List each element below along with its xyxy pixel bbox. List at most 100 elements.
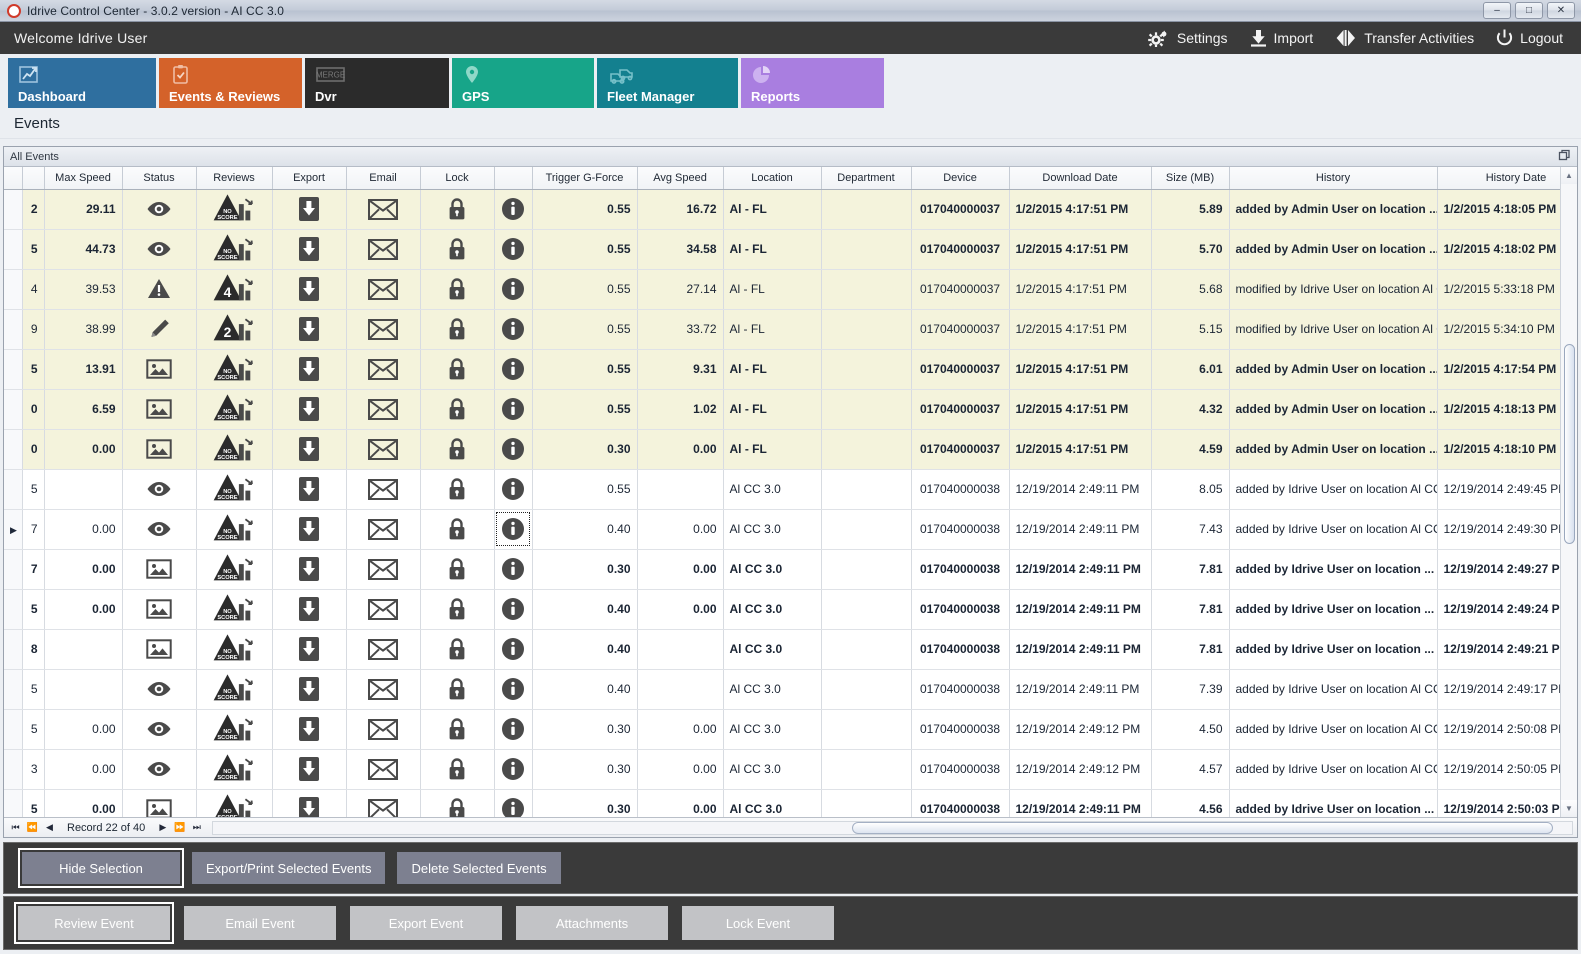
nav-tile-reports[interactable]: Reports: [741, 58, 884, 108]
cell-reviews[interactable]: NO SCORE: [196, 589, 273, 630]
cell-info[interactable]: [494, 509, 533, 550]
cell-reviews[interactable]: NO SCORE: [196, 669, 273, 710]
cell-status[interactable]: [122, 389, 197, 430]
vertical-scrollbar[interactable]: ▲ ▼: [1560, 167, 1577, 817]
cell-status[interactable]: [122, 229, 197, 270]
cell-reviews[interactable]: NO SCORE: [196, 389, 273, 430]
cell-info[interactable]: [494, 389, 533, 430]
cell-info[interactable]: [494, 749, 533, 790]
cell-lock[interactable]: [420, 269, 495, 310]
nav-tile-fleet-manager[interactable]: Fleet Manager: [597, 58, 738, 108]
table-row[interactable]: 0 0.00 NO SCORE 0.30 0: [4, 429, 1560, 470]
cell-status[interactable]: [122, 349, 197, 390]
cell-lock[interactable]: [420, 749, 495, 790]
column-header-avg_speed[interactable]: Avg Speed: [637, 167, 724, 190]
nav-prev-page-button[interactable]: ⏪: [26, 822, 39, 832]
cell-reviews[interactable]: NO SCORE: [196, 469, 273, 510]
cell-info[interactable]: [494, 349, 533, 390]
cell-email[interactable]: [346, 749, 421, 790]
cell-info[interactable]: [494, 549, 533, 590]
cell-lock[interactable]: [420, 189, 495, 230]
row-selector[interactable]: [4, 749, 23, 790]
cell-export[interactable]: [272, 589, 347, 630]
nav-tile-dashboard[interactable]: Dashboard: [8, 58, 156, 108]
hide-selection-button[interactable]: Hide Selection: [18, 848, 184, 888]
review-event-button[interactable]: Review Event: [14, 902, 174, 944]
cell-reviews[interactable]: NO SCORE: [196, 749, 273, 790]
export-print-selected-events-button[interactable]: Export/Print Selected Events: [192, 852, 386, 884]
cell-email[interactable]: [346, 469, 421, 510]
column-header-trigger_g[interactable]: Trigger G-Force: [532, 167, 638, 190]
cell-lock[interactable]: [420, 549, 495, 590]
table-row[interactable]: 3 0.00 NO SCORE 0.30 0.00 Al CC: [4, 749, 1560, 790]
delete-selected-events-button[interactable]: Delete Selected Events: [397, 852, 561, 884]
maximize-button[interactable]: □: [1515, 2, 1543, 19]
cell-email[interactable]: [346, 509, 421, 550]
column-header-history_date[interactable]: History Date: [1437, 167, 1560, 190]
cell-reviews[interactable]: NO SCORE: [196, 789, 273, 817]
row-selector[interactable]: [4, 709, 23, 750]
cell-email[interactable]: [346, 189, 421, 230]
cell-email[interactable]: [346, 789, 421, 817]
nav-last-record-button[interactable]: ⏭: [192, 822, 201, 832]
cell-info[interactable]: [494, 589, 533, 630]
minimize-button[interactable]: –: [1483, 2, 1511, 19]
horizontal-scrollbar[interactable]: [212, 820, 1573, 835]
cell-info[interactable]: [494, 629, 533, 670]
nav-tile-gps[interactable]: GPS: [452, 58, 594, 108]
logout-button[interactable]: Logout: [1496, 29, 1563, 47]
cell-email[interactable]: [346, 349, 421, 390]
cell-lock[interactable]: [420, 709, 495, 750]
lock-event-button[interactable]: Lock Event: [682, 906, 834, 940]
column-header-download_date[interactable]: Download Date: [1009, 167, 1152, 190]
transfer-activities-button[interactable]: Transfer Activities: [1335, 29, 1474, 47]
cell-export[interactable]: [272, 789, 347, 817]
column-header-rowhdr[interactable]: [4, 167, 23, 190]
cell-status[interactable]: [122, 789, 197, 817]
cell-export[interactable]: [272, 509, 347, 550]
cell-status[interactable]: [122, 589, 197, 630]
column-header-location[interactable]: Location: [723, 167, 822, 190]
cell-export[interactable]: [272, 309, 347, 350]
cell-export[interactable]: [272, 629, 347, 670]
export-event-button[interactable]: Export Event: [350, 906, 502, 940]
cell-info[interactable]: [494, 269, 533, 310]
cell-lock[interactable]: [420, 349, 495, 390]
cell-lock[interactable]: [420, 629, 495, 670]
vertical-scroll-track[interactable]: [1560, 184, 1577, 800]
column-header-department[interactable]: Department: [821, 167, 912, 190]
cell-lock[interactable]: [420, 789, 495, 817]
cell-status[interactable]: [122, 189, 197, 230]
cell-lock[interactable]: [420, 469, 495, 510]
column-header-stub[interactable]: [22, 167, 45, 190]
settings-button[interactable]: Settings: [1148, 29, 1228, 47]
cell-export[interactable]: [272, 669, 347, 710]
cell-reviews[interactable]: 2: [196, 309, 273, 350]
cell-lock[interactable]: [420, 669, 495, 710]
cell-status[interactable]: [122, 269, 197, 310]
cell-info[interactable]: [494, 469, 533, 510]
cell-email[interactable]: [346, 589, 421, 630]
cell-lock[interactable]: [420, 389, 495, 430]
cell-reviews[interactable]: 4: [196, 269, 273, 310]
row-selector[interactable]: [4, 349, 23, 390]
cell-lock[interactable]: [420, 429, 495, 470]
email-event-button[interactable]: Email Event: [184, 906, 336, 940]
cell-reviews[interactable]: NO SCORE: [196, 429, 273, 470]
scroll-down-arrow-icon[interactable]: ▼: [1560, 800, 1577, 817]
row-selector[interactable]: ▶: [4, 509, 23, 550]
cell-reviews[interactable]: NO SCORE: [196, 629, 273, 670]
cell-email[interactable]: [346, 429, 421, 470]
cell-email[interactable]: [346, 389, 421, 430]
column-header-reviews[interactable]: Reviews: [196, 167, 273, 190]
row-selector[interactable]: [4, 429, 23, 470]
cell-lock[interactable]: [420, 229, 495, 270]
cell-info[interactable]: [494, 429, 533, 470]
cell-status[interactable]: [122, 629, 197, 670]
row-selector[interactable]: [4, 669, 23, 710]
nav-next-record-button[interactable]: ▶: [159, 822, 167, 832]
row-selector[interactable]: [4, 269, 23, 310]
cell-status[interactable]: [122, 469, 197, 510]
column-header-info[interactable]: [494, 167, 533, 190]
cell-email[interactable]: [346, 269, 421, 310]
